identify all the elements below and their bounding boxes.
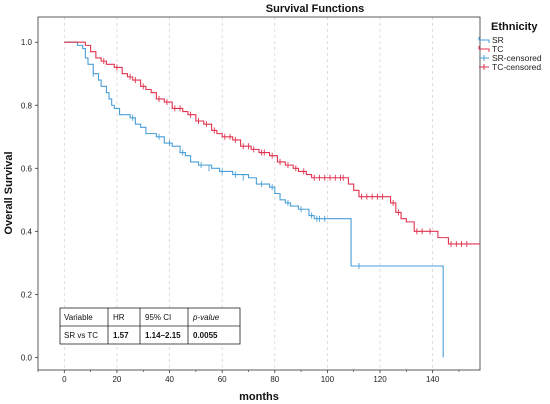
x-tick-label: 40 — [165, 375, 174, 384]
legend-label: TC-censored — [492, 62, 541, 72]
table-cell-pvalue: 0.0055 — [193, 331, 218, 340]
legend-label: SR — [492, 35, 504, 45]
series-layer — [64, 41, 480, 358]
table-header-pvalue: p-value — [192, 313, 220, 322]
x-tick-label: 20 — [112, 375, 121, 384]
y-tick-label: 0.0 — [21, 353, 33, 362]
table-cell-ci: 1.14–2.15 — [145, 331, 181, 340]
x-axis: 0 20 40 60 80 100 120 140 — [37, 370, 460, 384]
y-tick-label: 0.6 — [21, 164, 33, 173]
legend-item: SR-censored — [479, 53, 542, 63]
y-tick-label: 0.2 — [21, 290, 33, 299]
legend-swatch — [478, 37, 490, 43]
x-tick-label: 140 — [426, 375, 440, 384]
y-tick-label: 1.0 — [21, 38, 33, 47]
legend-title: Ethnicity — [491, 21, 538, 33]
y-tick-label: 0.8 — [21, 101, 33, 110]
x-tick-label: 60 — [218, 375, 227, 384]
x-tick-label: 120 — [373, 375, 387, 384]
table-header-hr: HR — [113, 313, 125, 322]
table-cell-hr: 1.57 — [113, 331, 129, 340]
x-tick-label: 100 — [321, 375, 335, 384]
table-header-ci: 95% CI — [145, 313, 171, 322]
chart-title: Survival Functions — [266, 3, 364, 15]
x-axis-title: months — [239, 391, 279, 403]
x-tick-label: 80 — [270, 375, 279, 384]
y-axis: 0.0 0.2 0.4 0.6 0.8 1.0 — [21, 38, 38, 362]
plot-frame — [37, 16, 481, 371]
legend-item: TC-censored — [479, 62, 541, 72]
legend-item: TC — [478, 44, 503, 54]
stats-table: Variable HR 95% CI p-value SR vs TC 1.57… — [59, 307, 241, 345]
legend-item: SR — [478, 35, 504, 45]
legend-swatch — [478, 46, 490, 52]
survival-curve-sr — [64, 41, 444, 358]
x-tick-label: 0 — [62, 375, 67, 384]
table-header-variable: Variable — [64, 313, 93, 322]
table-cell-variable: SR vs TC — [64, 331, 98, 340]
survival-curve-tc — [64, 41, 480, 245]
legend-label: TC — [492, 44, 503, 54]
y-tick-label: 0.4 — [21, 227, 33, 236]
legend-label: SR-censored — [492, 53, 542, 63]
y-axis-title: Overall Survival — [3, 151, 15, 234]
